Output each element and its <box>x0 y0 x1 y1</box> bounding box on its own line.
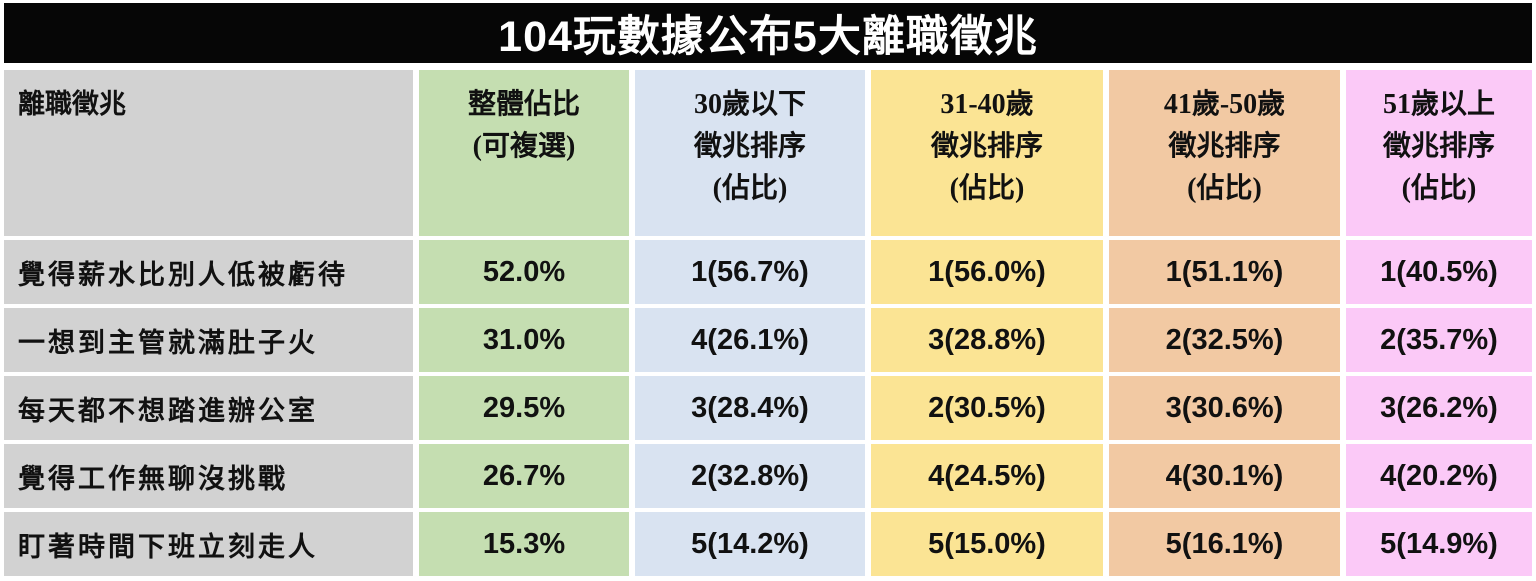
cell-overall: 31.0% <box>419 308 629 372</box>
cell-31-40: 1(56.0%) <box>871 240 1103 304</box>
cell-41-50: 3(30.6%) <box>1109 376 1340 440</box>
cell-41-50: 5(16.1%) <box>1109 512 1340 576</box>
header-line: 徵兆排序 <box>1382 131 1495 162</box>
header-line: 徵兆排序 <box>1168 131 1281 162</box>
header-line: (佔比) <box>712 173 788 204</box>
cell-31-40: 4(24.5%) <box>871 444 1103 508</box>
cell-51-up: 1(40.5%) <box>1346 240 1532 304</box>
page-title: 104玩數據公布5大離職徵兆 <box>4 3 1532 63</box>
row-label: 覺得工作無聊沒挑戰 <box>4 444 413 508</box>
cell-under-30: 5(14.2%) <box>635 512 865 576</box>
cell-51-up: 4(20.2%) <box>1346 444 1532 508</box>
cell-31-40: 2(30.5%) <box>871 376 1103 440</box>
cell-31-40: 5(15.0%) <box>871 512 1103 576</box>
header-line: 徵兆排序 <box>693 131 806 162</box>
header-line: 41歲-50歲 <box>1163 89 1286 120</box>
header-line: (佔比) <box>1187 173 1262 204</box>
header-line: 整體佔比 <box>467 89 580 120</box>
column-header-overall: 整體佔比 (可複選) <box>419 70 629 236</box>
cell-51-up: 3(26.2%) <box>1346 376 1532 440</box>
cell-overall: 15.3% <box>419 512 629 576</box>
row-label: 盯著時間下班立刻走人 <box>4 512 413 576</box>
column-header-31-40: 31-40歲 徵兆排序 (佔比) <box>871 70 1103 236</box>
cell-41-50: 2(32.5%) <box>1109 308 1340 372</box>
cell-51-up: 5(14.9%) <box>1346 512 1532 576</box>
cell-41-50: 4(30.1%) <box>1109 444 1340 508</box>
cell-under-30: 2(32.8%) <box>635 444 865 508</box>
header-line: 31-40歲 <box>940 89 1034 120</box>
header-line: 徵兆排序 <box>930 131 1043 162</box>
resignation-signs-table: 離職徵兆 整體佔比 (可複選) 30歲以下 徵兆排序 (佔比) 31-40歲 徵… <box>4 70 1532 576</box>
cell-51-up: 2(35.7%) <box>1346 308 1532 372</box>
cell-under-30: 3(28.4%) <box>635 376 865 440</box>
row-label: 覺得薪水比別人低被虧待 <box>4 240 413 304</box>
cell-overall: 26.7% <box>419 444 629 508</box>
column-header-51-up: 51歲以上 徵兆排序 (佔比) <box>1346 70 1532 236</box>
column-header-sign: 離職徵兆 <box>4 70 413 236</box>
row-label: 每天都不想踏進辦公室 <box>4 376 413 440</box>
header-line: (可複選) <box>472 131 576 162</box>
cell-under-30: 4(26.1%) <box>635 308 865 372</box>
column-header-41-50: 41歲-50歲 徵兆排序 (佔比) <box>1109 70 1340 236</box>
infographic-table: 104玩數據公布5大離職徵兆 離職徵兆 整體佔比 (可複選) 30歲以下 徵兆排… <box>0 3 1536 581</box>
cell-41-50: 1(51.1%) <box>1109 240 1340 304</box>
header-line: 51歲以上 <box>1382 89 1495 120</box>
cell-overall: 52.0% <box>419 240 629 304</box>
header-line: 30歲以下 <box>693 89 806 120</box>
header-line: (佔比) <box>949 173 1025 204</box>
cell-under-30: 1(56.7%) <box>635 240 865 304</box>
header-line: (佔比) <box>1401 173 1477 204</box>
cell-overall: 29.5% <box>419 376 629 440</box>
column-header-under-30: 30歲以下 徵兆排序 (佔比) <box>635 70 865 236</box>
cell-31-40: 3(28.8%) <box>871 308 1103 372</box>
row-label: 一想到主管就滿肚子火 <box>4 308 413 372</box>
